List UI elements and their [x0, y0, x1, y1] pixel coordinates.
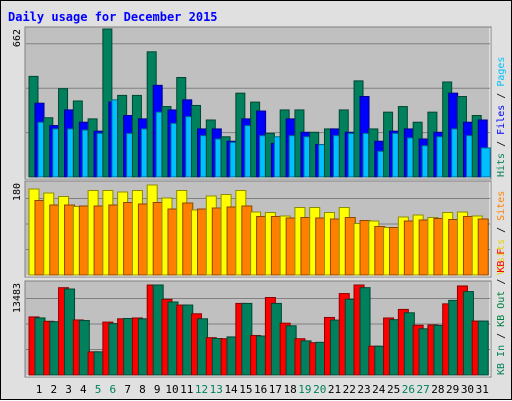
legend-entry: KB In: [496, 345, 507, 375]
x-tick-label: 18: [284, 383, 297, 396]
legend-entry: /: [496, 273, 507, 291]
panel-kbytes: 13483 KB In / KB Out / KB F: [12, 249, 507, 378]
panel-bars: [28, 184, 489, 276]
x-tick-label: 13: [210, 383, 223, 396]
x-axis-day-labels: 1 2 3 4 5 6 7 8 9 10 11 12 13 14 15 16 17 18 19 20 21 22 23 24 2…: [36, 383, 489, 396]
panel-legend: KB In / KB Out / KB F: [496, 249, 507, 375]
x-tick-label: 26: [402, 383, 415, 396]
y-max-label: 180: [12, 183, 23, 201]
legend-entry: Hits: [496, 153, 507, 177]
x-tick-label: 11: [180, 383, 193, 396]
y-max-label: 662: [12, 29, 23, 47]
panel-bars: [28, 284, 489, 376]
legend-entry: /: [496, 221, 507, 239]
legend-entry: Visits: [496, 239, 507, 275]
legend-entry: Pages: [496, 57, 507, 87]
bar-pages: [480, 147, 491, 178]
x-tick-label: 16: [254, 383, 267, 396]
x-tick-label: 12: [195, 383, 208, 396]
x-tick-label: 19: [298, 383, 311, 396]
bar-kb-in: [477, 320, 489, 376]
x-tick-label: 7: [124, 383, 131, 396]
chart-title: Daily usage for December 2015: [8, 10, 218, 24]
x-tick-label: 5: [95, 383, 102, 396]
x-tick-label: 22: [343, 383, 356, 396]
x-tick-label: 27: [417, 383, 430, 396]
x-tick-label: 14: [224, 383, 238, 396]
x-tick-label: 24: [372, 383, 386, 396]
x-tick-label: 28: [431, 383, 444, 396]
x-tick-label: 29: [446, 383, 459, 396]
bar-kb-in: [359, 287, 371, 376]
y-max-label: 13483: [12, 283, 23, 313]
x-tick-label: 2: [50, 383, 57, 396]
x-tick-label: 23: [357, 383, 370, 396]
x-tick-label: 21: [328, 383, 341, 396]
x-tick-label: 1: [36, 383, 43, 396]
legend-entry: KB Out: [496, 291, 507, 327]
panel-legend: Visits / Sites: [496, 191, 507, 275]
legend-entry: /: [496, 327, 507, 345]
panel-visits: 180 Visits / Sites: [12, 180, 507, 278]
x-tick-label: 25: [387, 383, 400, 396]
legend-entry: KB F: [496, 249, 507, 273]
x-tick-label: 9: [154, 383, 161, 396]
bar-sites: [477, 218, 489, 276]
x-tick-label: 15: [239, 383, 252, 396]
x-tick-label: 6: [110, 383, 117, 396]
x-tick-label: 17: [269, 383, 282, 396]
x-tick-label: 4: [80, 383, 87, 396]
panel-hits: 662 Hits / Files / Pages: [12, 26, 507, 180]
x-tick-label: 31: [476, 383, 489, 396]
panel-bars: [28, 28, 491, 178]
legend-entry: /: [496, 87, 507, 105]
x-tick-label: 30: [461, 383, 474, 396]
legend-entry: Sites: [496, 191, 507, 221]
legend-entry: /: [496, 135, 507, 153]
chart-panels: 662 Hits / Files / Pages 180 Visits / Sites…: [12, 26, 507, 378]
x-tick-label: 10: [165, 383, 178, 396]
bar-kb-in: [78, 320, 90, 376]
x-tick-label: 20: [313, 383, 326, 396]
panel-legend: Hits / Files / Pages: [496, 57, 507, 177]
legend-entry: Files: [496, 105, 507, 135]
x-tick-label: 8: [139, 383, 146, 396]
x-tick-label: 3: [65, 383, 72, 396]
